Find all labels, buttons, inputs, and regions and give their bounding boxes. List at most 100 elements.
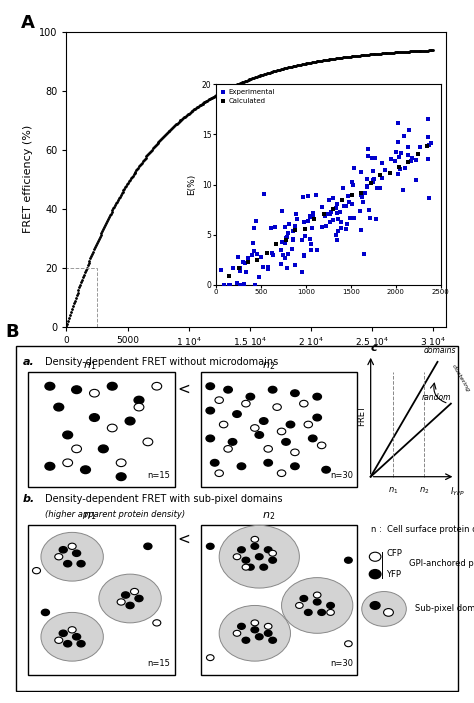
Text: Sub-pixel domain: Sub-pixel domain — [415, 605, 474, 614]
Circle shape — [282, 578, 353, 633]
Circle shape — [260, 565, 267, 570]
Experimental — [365, 205, 373, 216]
Experimental — [332, 230, 340, 241]
Circle shape — [143, 438, 153, 446]
Circle shape — [228, 439, 237, 445]
Experimental — [350, 212, 357, 224]
Circle shape — [64, 640, 72, 647]
Circle shape — [286, 421, 295, 428]
Text: c: c — [371, 343, 377, 353]
Experimental — [400, 130, 407, 141]
Circle shape — [215, 396, 223, 404]
Circle shape — [219, 525, 300, 588]
Experimental — [344, 191, 352, 202]
Circle shape — [90, 414, 100, 421]
Experimental — [396, 163, 404, 174]
Experimental — [416, 141, 424, 153]
Circle shape — [63, 459, 73, 467]
Experimental — [371, 152, 379, 163]
Circle shape — [246, 565, 254, 570]
Experimental — [239, 256, 246, 267]
Circle shape — [237, 624, 245, 629]
Experimental — [319, 221, 326, 233]
Experimental — [307, 210, 314, 221]
Experimental — [351, 162, 358, 173]
Experimental — [337, 222, 345, 233]
Experimental — [374, 182, 381, 193]
Experimental — [371, 174, 378, 185]
Calculated — [424, 141, 431, 152]
Circle shape — [369, 553, 381, 561]
Circle shape — [59, 630, 67, 636]
Experimental — [334, 226, 341, 237]
Experimental — [344, 219, 351, 230]
Calculated — [357, 188, 365, 199]
Circle shape — [219, 421, 228, 428]
Experimental — [346, 212, 354, 224]
Text: $I_{YFP}$: $I_{YFP}$ — [450, 485, 465, 498]
Experimental — [329, 214, 337, 226]
Circle shape — [77, 640, 85, 647]
Circle shape — [72, 386, 82, 394]
Experimental — [392, 146, 400, 157]
Experimental — [250, 246, 258, 257]
Calculated — [235, 262, 242, 273]
Text: GPI-anchored proteins: GPI-anchored proteins — [409, 559, 474, 568]
Experimental — [401, 162, 409, 174]
Experimental — [301, 231, 309, 242]
Circle shape — [206, 435, 215, 441]
Calculated — [320, 209, 328, 220]
Experimental — [404, 141, 412, 153]
Calculated — [282, 234, 290, 245]
Experimental — [336, 206, 343, 217]
Experimental — [304, 191, 312, 202]
Circle shape — [251, 543, 259, 549]
Experimental — [308, 238, 315, 250]
Experimental — [349, 176, 356, 188]
Experimental — [357, 189, 365, 200]
Experimental — [305, 215, 312, 226]
Experimental — [237, 265, 244, 276]
Experimental — [427, 138, 435, 149]
Text: <: < — [177, 382, 190, 397]
Experimental — [364, 143, 371, 155]
Experimental — [395, 117, 402, 129]
Experimental — [281, 237, 288, 248]
Experimental — [308, 222, 316, 233]
Experimental — [394, 136, 401, 148]
Calculated — [338, 195, 346, 206]
Circle shape — [277, 470, 286, 477]
Experimental — [255, 271, 263, 283]
Calculated — [367, 177, 374, 188]
Circle shape — [207, 543, 214, 549]
Calculated — [263, 247, 271, 259]
Experimental — [271, 221, 278, 233]
Experimental — [327, 207, 334, 218]
Circle shape — [318, 442, 326, 449]
Circle shape — [134, 396, 144, 404]
Circle shape — [251, 620, 259, 626]
Text: <: < — [177, 532, 190, 547]
Circle shape — [73, 550, 81, 556]
Experimental — [312, 189, 319, 200]
Experimental — [321, 210, 328, 221]
Circle shape — [268, 387, 277, 393]
Circle shape — [300, 595, 308, 602]
Text: a.: a. — [23, 356, 35, 367]
Experimental — [324, 209, 332, 220]
Experimental — [357, 224, 365, 236]
Circle shape — [63, 431, 73, 439]
Circle shape — [251, 425, 259, 432]
Circle shape — [144, 543, 152, 550]
Circle shape — [242, 565, 250, 570]
Experimental — [281, 221, 289, 232]
Experimental — [244, 252, 252, 264]
Circle shape — [219, 605, 291, 661]
Experimental — [236, 279, 244, 290]
Circle shape — [45, 463, 55, 470]
Experimental — [293, 214, 301, 225]
Experimental — [329, 193, 337, 204]
Experimental — [292, 221, 299, 232]
Circle shape — [345, 640, 352, 647]
Circle shape — [59, 547, 67, 553]
